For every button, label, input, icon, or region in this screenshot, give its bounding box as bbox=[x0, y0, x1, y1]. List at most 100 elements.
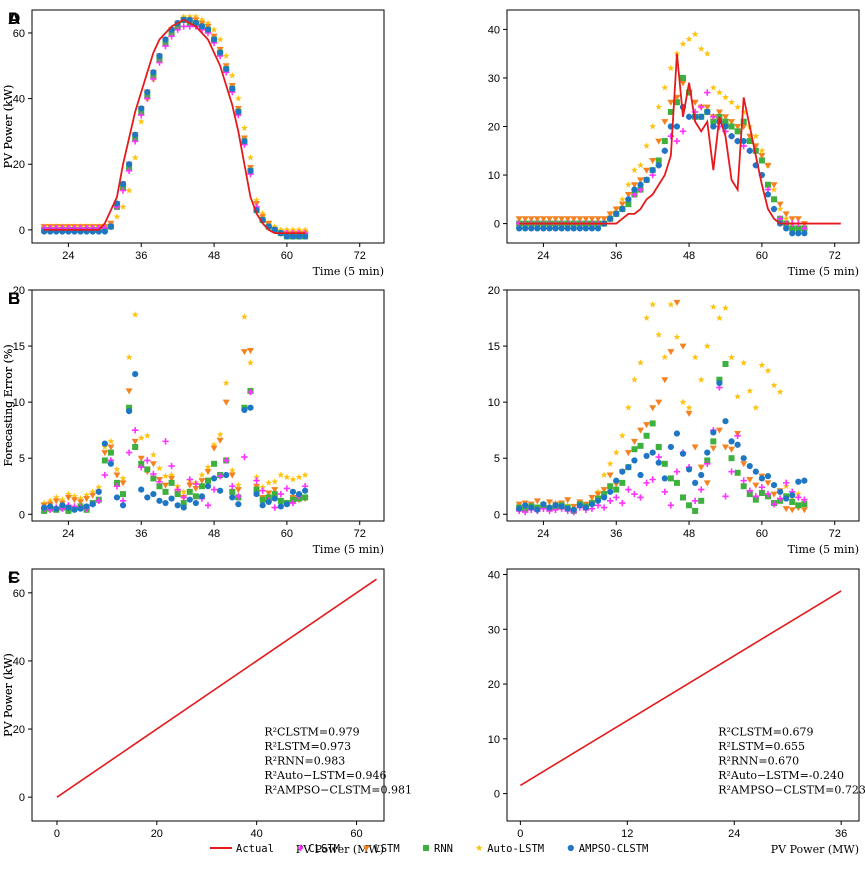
panel-d-point-rnn bbox=[752, 147, 759, 154]
panel-b-point-rnn bbox=[144, 466, 151, 473]
panel-e-point-rnn bbox=[704, 457, 711, 464]
panel-d-point-ampso-clstm bbox=[546, 225, 553, 232]
panel-e-point-clstm bbox=[649, 476, 656, 483]
panel-e-point-lstm bbox=[697, 464, 705, 471]
panel-b-point-auto-lstm bbox=[162, 472, 169, 480]
panel-a-point-auto-lstm bbox=[271, 222, 279, 230]
panel-e-point-auto-lstm bbox=[679, 398, 687, 406]
panel-e-point-clstm bbox=[722, 493, 729, 500]
panel-d-point-rnn bbox=[789, 225, 796, 232]
panel-b-point-auto-lstm bbox=[40, 499, 48, 506]
panel-b-point-ampso-clstm bbox=[119, 502, 127, 509]
panel-a-point-clstm bbox=[180, 23, 187, 30]
panel-e-point-ampso-clstm bbox=[637, 471, 644, 479]
legend-actual-label: Actual bbox=[236, 843, 274, 855]
panel-c-frame bbox=[31, 568, 385, 822]
panel-a-xtick-label: 60 bbox=[281, 250, 293, 262]
panel-b-point-lstm bbox=[234, 487, 242, 494]
panel-e-point-lstm bbox=[594, 491, 602, 498]
panel-d-point-rnn bbox=[655, 157, 662, 164]
panel-d-point-lstm bbox=[734, 124, 742, 130]
panel-a-point-ampso-clstm bbox=[289, 233, 297, 240]
panel-b-point-auto-lstm bbox=[131, 311, 139, 318]
panel-b-point-rnn bbox=[138, 460, 145, 467]
panel-e-point-ampso-clstm bbox=[679, 450, 687, 457]
panel-a-point-clstm bbox=[162, 42, 169, 50]
panel-e-point-ampso-clstm bbox=[698, 471, 705, 479]
panel-d-point-lstm bbox=[728, 119, 736, 126]
panel-b-point-lstm bbox=[125, 388, 133, 395]
panel-a-point-auto-lstm bbox=[198, 16, 206, 23]
panel-b-point-auto-lstm bbox=[71, 492, 78, 500]
panel-e-point-clstm bbox=[661, 488, 668, 496]
panel-b-ytick-label: 20 bbox=[13, 285, 25, 297]
panel-a-point-clstm bbox=[119, 187, 127, 194]
panel-b-point-clstm bbox=[101, 471, 109, 479]
panel-b-point-ampso-clstm bbox=[210, 475, 218, 482]
panel-a-actual-line bbox=[44, 18, 306, 235]
panel-e-point-ampso-clstm bbox=[613, 477, 620, 484]
panel-e-point-ampso-clstm bbox=[692, 479, 699, 486]
panel-d-point-lstm bbox=[552, 216, 560, 223]
panel-d-point-ampso-clstm bbox=[649, 167, 656, 174]
panel-c-annotation-line: R²Auto−LSTM=0.946 bbox=[264, 769, 386, 782]
panel-b-point-auto-lstm bbox=[204, 463, 212, 471]
panel-e-point-rnn bbox=[795, 502, 802, 509]
panel-e-point-ampso-clstm bbox=[734, 441, 741, 448]
panel-d-point-ampso-clstm bbox=[685, 113, 693, 120]
panel-d-point-lstm bbox=[788, 216, 796, 223]
panel-b-point-ampso-clstm bbox=[229, 494, 236, 501]
panel-a-point-auto-lstm bbox=[113, 213, 121, 220]
panel-c-xtick-label: 20 bbox=[151, 828, 163, 840]
panel-a-point-clstm bbox=[138, 111, 145, 119]
panel-a-point-rnn bbox=[168, 29, 175, 36]
panel-d-point-auto-lstm bbox=[728, 98, 735, 106]
panel-e-point-lstm bbox=[691, 444, 699, 451]
panel-b-point-auto-lstm bbox=[180, 488, 188, 495]
panel-e-letter: E bbox=[8, 289, 19, 308]
panel-f-xlabel: PV Power (MW) bbox=[771, 843, 859, 856]
panel-a-point-clstm bbox=[168, 33, 175, 40]
panel-e-point-rnn bbox=[613, 486, 620, 493]
panel-a-point-clstm bbox=[150, 75, 157, 83]
panel-e-point-ampso-clstm bbox=[764, 473, 772, 480]
panel-e-point-auto-lstm bbox=[637, 359, 644, 366]
panel-b-point-ampso-clstm bbox=[77, 505, 84, 512]
panel-a-point-clstm bbox=[131, 138, 139, 145]
panel-d-point-ampso-clstm bbox=[698, 113, 705, 120]
panel-d-point-lstm bbox=[624, 191, 632, 198]
panel-d-point-lstm bbox=[764, 162, 772, 169]
panel-b-point-clstm bbox=[162, 438, 169, 445]
panel-e-point-lstm bbox=[667, 349, 675, 356]
panel-d-point-lstm bbox=[582, 216, 590, 223]
panel-e-point-ampso-clstm bbox=[516, 505, 523, 512]
panel-b-point-rnn bbox=[162, 488, 169, 495]
panel-d-actual-line bbox=[519, 53, 841, 225]
panel-b-point-auto-lstm bbox=[216, 431, 224, 438]
panel-c-ylabel: PV Power (kW) bbox=[2, 653, 15, 737]
panel-b-point-rnn bbox=[113, 479, 120, 486]
panel-d-point-rnn bbox=[667, 108, 674, 115]
panel-f-ytick-label: 30 bbox=[488, 624, 500, 636]
panel-b-point-clstm bbox=[180, 494, 187, 501]
panel-c-annotation-line: R²CLSTM=0.979 bbox=[264, 725, 359, 738]
panel-f-letter: F bbox=[8, 568, 18, 587]
panel-d-point-ampso-clstm bbox=[764, 191, 772, 198]
panel-e-point-clstm bbox=[795, 494, 802, 501]
panel-e-point-auto-lstm bbox=[667, 300, 675, 308]
panel-b-point-rnn bbox=[259, 496, 266, 503]
panel-e-point-rnn bbox=[619, 479, 626, 486]
panel-d-point-lstm bbox=[515, 216, 523, 223]
panel-a-point-auto-lstm bbox=[234, 95, 242, 102]
panel-d-point-auto-lstm bbox=[649, 122, 657, 130]
panel-a-point-auto-lstm bbox=[253, 196, 260, 204]
panel-d-point-ampso-clstm bbox=[588, 225, 596, 232]
panel-e-xtick-label: 48 bbox=[683, 528, 695, 540]
panel-d-ytick-label: 30 bbox=[488, 73, 500, 85]
panel-e-point-ampso-clstm bbox=[576, 502, 583, 509]
panel-b-point-clstm bbox=[125, 449, 133, 456]
panel-b-point-rnn bbox=[192, 493, 199, 500]
panel-b-point-auto-lstm bbox=[89, 488, 97, 495]
panel-b-xtick-label: 36 bbox=[135, 528, 147, 540]
panel-f-ytick-label: 20 bbox=[488, 679, 500, 691]
